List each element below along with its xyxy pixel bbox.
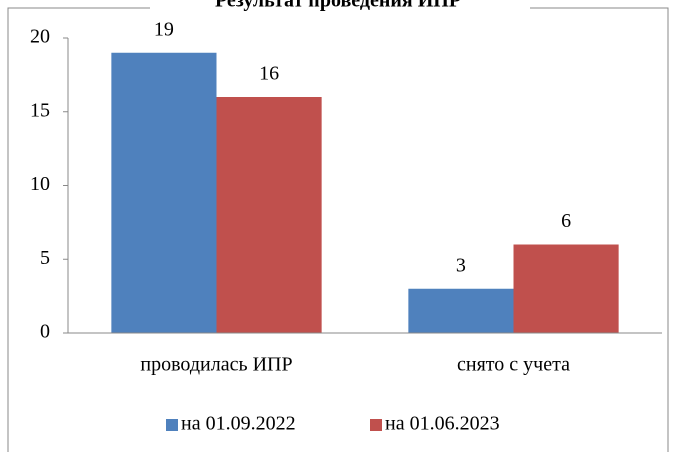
y-tick-label: 0 (40, 321, 50, 343)
data-label: 16 (259, 63, 279, 85)
x-tick-label: снято с учета (457, 354, 570, 376)
y-tick-label: 5 (40, 247, 50, 269)
legend-label: на 01.09.2022 (181, 413, 296, 435)
legend-label: на 01.06.2023 (385, 413, 500, 435)
title-background (150, 0, 530, 14)
y-tick-label: 15 (30, 99, 50, 121)
bar (513, 244, 619, 333)
bar (408, 288, 514, 333)
legend-swatch (166, 419, 178, 431)
bar (111, 52, 217, 333)
data-label: 6 (561, 210, 571, 232)
y-tick-label: 10 (30, 173, 50, 195)
data-label: 19 (154, 18, 174, 40)
bar (216, 97, 322, 333)
x-tick-label: проводилась ИПР (140, 354, 292, 376)
chart-title: Результат проведения ИПР (215, 0, 461, 12)
legend-swatch (370, 419, 382, 431)
data-label: 3 (456, 254, 466, 276)
y-tick-label: 20 (30, 26, 50, 48)
